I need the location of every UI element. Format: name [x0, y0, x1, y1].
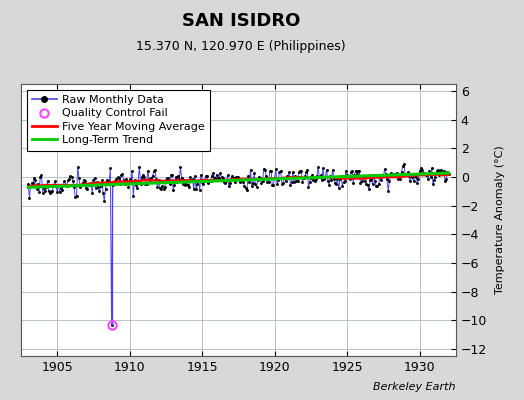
Legend: Raw Monthly Data, Quality Control Fail, Five Year Moving Average, Long-Term Tren: Raw Monthly Data, Quality Control Fail, … [27, 90, 210, 151]
Text: Berkeley Earth: Berkeley Earth [374, 382, 456, 392]
Text: 15.370 N, 120.970 E (Philippines): 15.370 N, 120.970 E (Philippines) [136, 40, 346, 53]
Text: SAN ISIDRO: SAN ISIDRO [182, 12, 300, 30]
Y-axis label: Temperature Anomaly (°C): Temperature Anomaly (°C) [496, 146, 506, 294]
